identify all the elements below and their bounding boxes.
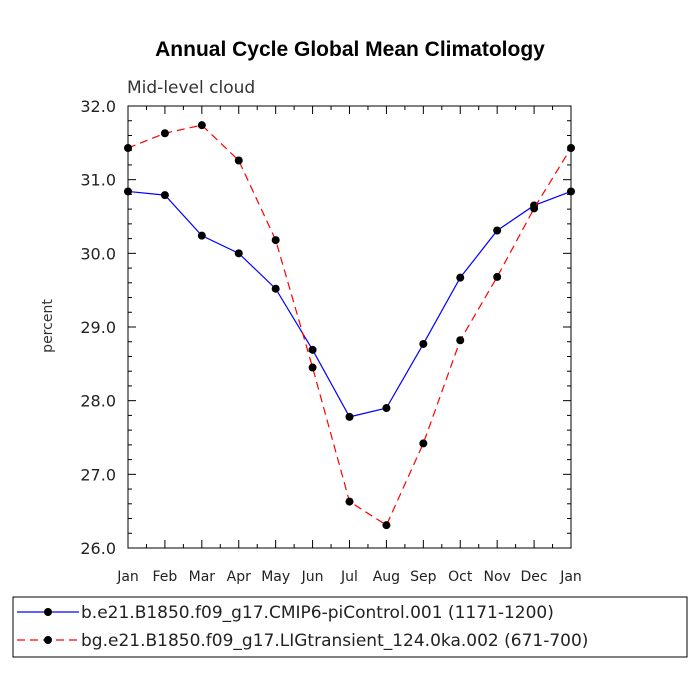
plot-frame [127,105,572,549]
series-line-2 [127,124,572,527]
x-tick-label: Sep [410,569,437,585]
legend-marker-2 [44,636,52,644]
data-point-s1 [567,187,575,196]
data-point-s1 [160,191,169,200]
data-point-s2 [419,439,428,448]
legend: b.e21.B1850.f09_g17.CMIP6-piControl.001 … [12,596,688,658]
x-tick-label: Jul [340,569,358,585]
data-point-s2 [345,497,354,506]
x-tick-label: Mar [189,569,216,585]
chart-title: Annual Cycle Global Mean Climatology [155,38,545,61]
legend-box [12,596,688,658]
y-tick-label: 29.0 [80,318,116,337]
data-point-s2 [234,156,243,165]
legend-label-2: bg.e21.B1850.f09_g17.LIGtransient_124.0k… [81,631,588,651]
x-tick-label: Jan [559,569,582,585]
data-point-s1 [419,339,428,348]
legend-label-1: b.e21.B1850.f09_g17.CMIP6-piControl.001 … [81,603,554,623]
y-tick-label: 32.0 [80,97,116,116]
data-point-s2 [382,521,391,530]
y-tick-label: 27.0 [80,465,116,484]
data-point-s1 [234,249,243,258]
data-point-s2 [271,236,280,245]
data-point-s1 [197,231,206,240]
y-tick-label: 28.0 [80,392,116,411]
data-point-s2 [308,363,317,372]
x-tick-label: Jun [301,569,324,585]
data-point-s2 [456,336,465,345]
data-point-s2 [530,204,539,213]
data-point-s2 [197,121,206,130]
chart-subtitle: Mid-level cloud [127,78,255,98]
data-point-s1 [345,412,354,421]
x-tick-label: Aug [373,569,400,585]
data-point-s1 [271,284,280,293]
series-line-1 [127,190,572,418]
data-point-s1 [493,226,502,235]
x-tick-label: May [261,569,290,585]
y-axis-label: percent [40,299,56,353]
data-point-s2 [567,143,575,152]
data-point-s1 [456,273,465,282]
x-tick-label: Oct [448,569,473,585]
y-tick-label: 31.0 [80,171,116,190]
data-point-s2 [493,272,502,281]
x-tick-label: Nov [484,569,511,585]
data-point-s1 [382,404,391,413]
plot-area: 26.0 27.0 28.0 29.0 30.0 31.0 32.0 Jan Feb Mar Apr… [80,97,581,585]
data-point-s1 [124,187,132,196]
x-tick-label: Dec [521,569,548,585]
y-tick-label: 30.0 [80,244,116,263]
x-tick-label: Apr [227,569,251,585]
legend-marker-1 [44,608,52,616]
data-point-s2 [160,129,169,138]
data-point-s2 [124,143,132,152]
x-tick-label: Jan [116,569,139,585]
y-tick-label: 26.0 [80,539,116,558]
x-tick-label: Feb [153,569,178,585]
data-point-s1 [308,345,317,354]
